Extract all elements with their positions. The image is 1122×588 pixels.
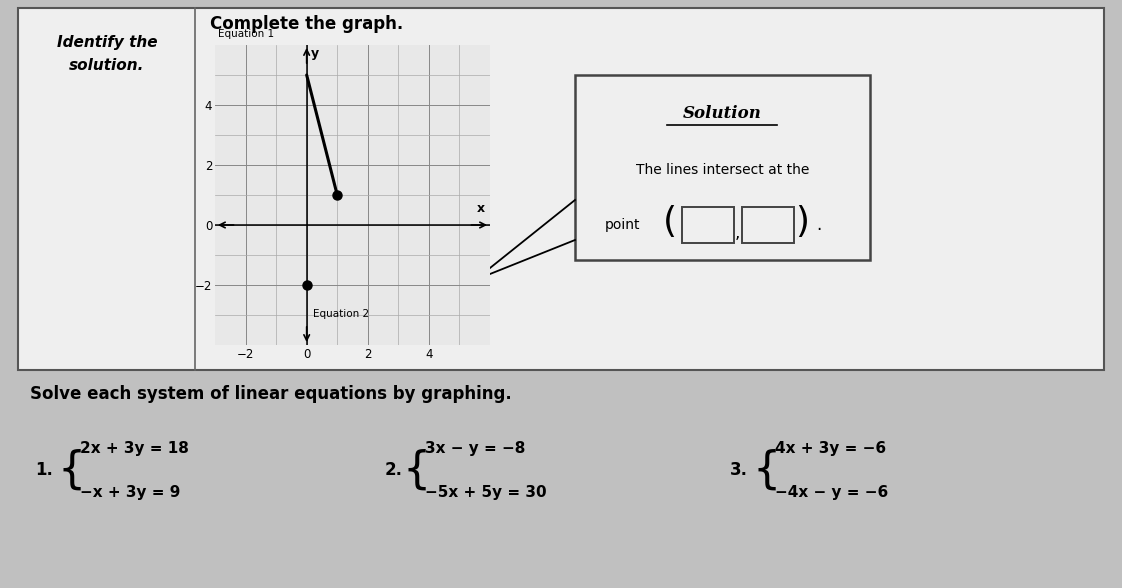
FancyBboxPatch shape <box>574 75 870 260</box>
Text: 2.: 2. <box>385 461 403 479</box>
Text: ,: , <box>734 224 739 242</box>
Text: 1.: 1. <box>35 461 53 479</box>
Text: Complete the graph.: Complete the graph. <box>210 15 403 33</box>
Text: Equation 1: Equation 1 <box>218 29 274 39</box>
FancyBboxPatch shape <box>682 207 734 243</box>
Text: Solve each system of linear equations by graphing.: Solve each system of linear equations by… <box>30 385 512 403</box>
Text: 3x − y = −8: 3x − y = −8 <box>425 440 525 456</box>
Text: −5x + 5y = 30: −5x + 5y = 30 <box>425 485 546 499</box>
Text: solution.: solution. <box>70 58 145 73</box>
Text: x: x <box>477 202 485 215</box>
Text: {: { <box>58 449 86 492</box>
Text: Identify the: Identify the <box>57 35 157 50</box>
Text: The lines intersect at the: The lines intersect at the <box>636 163 809 177</box>
Text: Solution: Solution <box>683 105 762 122</box>
Text: {: { <box>403 449 431 492</box>
Text: 3.: 3. <box>730 461 748 479</box>
Text: Equation 2: Equation 2 <box>313 309 369 319</box>
Text: .: . <box>816 216 821 234</box>
Text: −x + 3y = 9: −x + 3y = 9 <box>80 485 181 499</box>
Text: −4x − y = −6: −4x − y = −6 <box>775 485 889 499</box>
FancyBboxPatch shape <box>742 207 794 243</box>
FancyBboxPatch shape <box>18 8 1104 370</box>
Text: 4x + 3y = −6: 4x + 3y = −6 <box>775 440 886 456</box>
Text: (: ( <box>663 205 677 239</box>
Text: {: { <box>753 449 781 492</box>
Text: y: y <box>311 48 320 61</box>
Text: ): ) <box>795 205 809 239</box>
Text: 2x + 3y = 18: 2x + 3y = 18 <box>80 440 188 456</box>
Text: point: point <box>605 218 641 232</box>
